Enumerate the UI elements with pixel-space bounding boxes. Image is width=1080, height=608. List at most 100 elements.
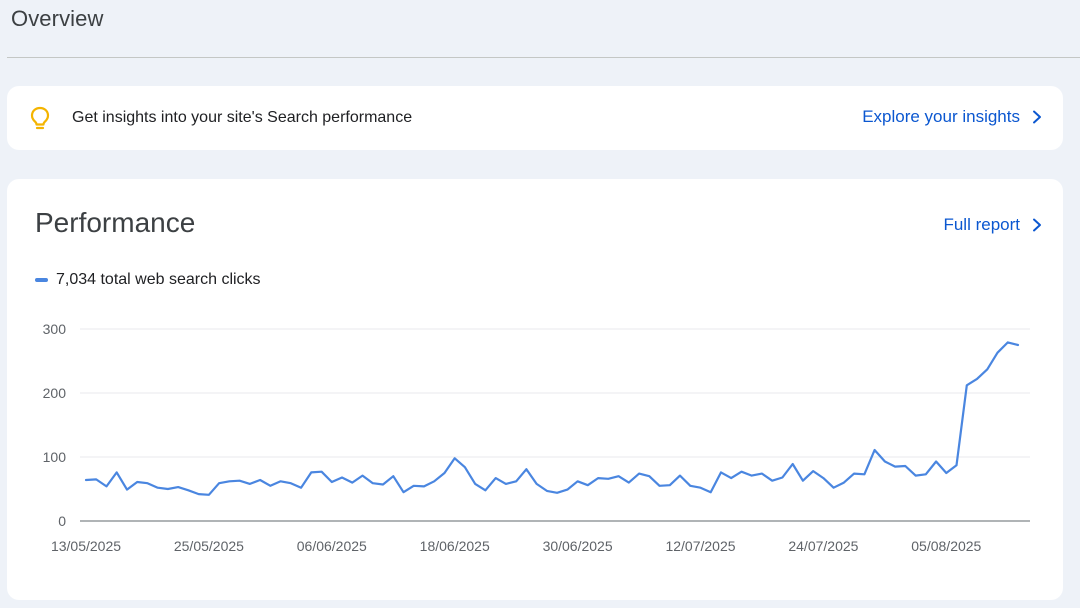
clicks-data-point[interactable] (155, 485, 160, 490)
clicks-data-point[interactable] (1016, 343, 1021, 348)
clicks-data-point[interactable] (401, 490, 406, 495)
clicks-data-point[interactable] (800, 478, 805, 483)
clicks-data-point[interactable] (145, 481, 150, 486)
clicks-data-point[interactable] (227, 479, 232, 484)
clicks-data-point[interactable] (503, 481, 508, 486)
clicks-data-point[interactable] (780, 475, 785, 480)
clicks-data-point[interactable] (299, 485, 304, 490)
full-report-link[interactable]: Full report (943, 215, 1042, 235)
clicks-data-point[interactable] (811, 469, 816, 474)
clicks-data-point[interactable] (585, 483, 590, 488)
clicks-data-point[interactable] (944, 471, 949, 476)
chart-legend[interactable]: 7,034 total web search clicks (35, 271, 261, 289)
clicks-data-point[interactable] (718, 470, 723, 475)
clicks-series-line[interactable] (84, 341, 1020, 496)
insights-card[interactable]: Get insights into your site's Search per… (7, 86, 1063, 150)
clicks-data-point[interactable] (975, 376, 980, 381)
clicks-data-point[interactable] (329, 479, 334, 484)
clicks-data-point[interactable] (350, 480, 355, 485)
clicks-data-point[interactable] (268, 483, 273, 488)
clicks-data-point[interactable] (124, 487, 129, 492)
clicks-line-chart[interactable]: 0 100 200 300 13/05/2025 25/05/2025 06/06/2025… (7, 179, 1063, 600)
clicks-data-point[interactable] (114, 470, 119, 475)
clicks-data-point[interactable] (411, 483, 416, 488)
clicks-data-point[interactable] (544, 488, 549, 493)
clicks-data-point[interactable] (616, 474, 621, 479)
clicks-data-point[interactable] (872, 447, 877, 452)
clicks-data-point[interactable] (473, 481, 478, 486)
clicks-data-point[interactable] (923, 472, 928, 477)
clicks-data-point[interactable] (421, 484, 426, 489)
clicks-data-point[interactable] (247, 481, 252, 486)
clicks-data-point[interactable] (821, 476, 826, 481)
clicks-data-point[interactable] (739, 469, 744, 474)
clicks-data-point[interactable] (688, 483, 693, 488)
clicks-data-point[interactable] (934, 459, 939, 464)
clicks-data-point[interactable] (94, 477, 99, 482)
clicks-data-point[interactable] (483, 488, 488, 493)
clicks-data-point[interactable] (841, 480, 846, 485)
x-tick-label: 24/07/2025 (788, 538, 858, 554)
clicks-data-point[interactable] (790, 462, 795, 467)
clicks-data-point[interactable] (135, 479, 140, 484)
clicks-data-point[interactable] (104, 484, 109, 489)
clicks-data-point[interactable] (258, 478, 263, 483)
clicks-data-point[interactable] (452, 456, 457, 461)
clicks-data-point[interactable] (678, 473, 683, 478)
clicks-data-point[interactable] (555, 490, 560, 495)
clicks-data-point[interactable] (309, 470, 314, 475)
clicks-data-point[interactable] (217, 481, 222, 486)
clicks-data-point[interactable] (186, 488, 191, 493)
clicks-data-point[interactable] (524, 467, 529, 472)
clicks-data-point[interactable] (626, 480, 631, 485)
clicks-data-point[interactable] (882, 459, 887, 464)
clicks-data-point[interactable] (698, 485, 703, 490)
clicks-data-point[interactable] (319, 469, 324, 474)
clicks-data-point[interactable] (647, 474, 652, 479)
clicks-data-point[interactable] (596, 476, 601, 481)
clicks-data-point[interactable] (657, 483, 662, 488)
clicks-data-point[interactable] (964, 383, 969, 388)
clicks-data-point[interactable] (637, 471, 642, 476)
clicks-data-point[interactable] (196, 492, 201, 497)
clicks-data-point[interactable] (493, 476, 498, 481)
clicks-data-point[interactable] (165, 487, 170, 492)
clicks-data-point[interactable] (913, 473, 918, 478)
clicks-data-point[interactable] (432, 479, 437, 484)
clicks-data-point[interactable] (360, 473, 365, 478)
clicks-data-point[interactable] (514, 479, 519, 484)
clicks-data-point[interactable] (176, 485, 181, 490)
clicks-data-point[interactable] (995, 350, 1000, 355)
clicks-data-point[interactable] (278, 479, 283, 484)
clicks-data-point[interactable] (391, 474, 396, 479)
clicks-data-point[interactable] (708, 490, 713, 495)
clicks-data-point[interactable] (770, 478, 775, 483)
clicks-data-point[interactable] (206, 492, 211, 497)
clicks-data-point[interactable] (381, 482, 386, 487)
clicks-data-point[interactable] (370, 481, 375, 486)
clicks-data-point[interactable] (903, 463, 908, 468)
clicks-data-point[interactable] (462, 465, 467, 470)
clicks-data-point[interactable] (565, 487, 570, 492)
clicks-data-point[interactable] (729, 476, 734, 481)
clicks-data-point[interactable] (575, 479, 580, 484)
clicks-data-point[interactable] (84, 478, 89, 483)
clicks-data-point[interactable] (749, 473, 754, 478)
clicks-data-point[interactable] (534, 481, 539, 486)
clicks-data-point[interactable] (288, 481, 293, 486)
clicks-data-point[interactable] (893, 464, 898, 469)
clicks-data-point[interactable] (667, 483, 672, 488)
clicks-data-point[interactable] (1005, 340, 1010, 345)
clicks-data-point[interactable] (340, 475, 345, 480)
clicks-data-point[interactable] (442, 471, 447, 476)
clicks-data-point[interactable] (852, 471, 857, 476)
clicks-data-point[interactable] (606, 476, 611, 481)
clicks-data-point[interactable] (759, 471, 764, 476)
clicks-data-point[interactable] (237, 478, 242, 483)
explore-insights-link[interactable]: Explore your insights (862, 107, 1042, 127)
clicks-data-point[interactable] (985, 367, 990, 372)
clicks-data-point[interactable] (831, 485, 836, 490)
clicks-data-point[interactable] (954, 463, 959, 468)
clicks-data-point[interactable] (862, 472, 867, 477)
page-title: Overview (11, 6, 104, 31)
